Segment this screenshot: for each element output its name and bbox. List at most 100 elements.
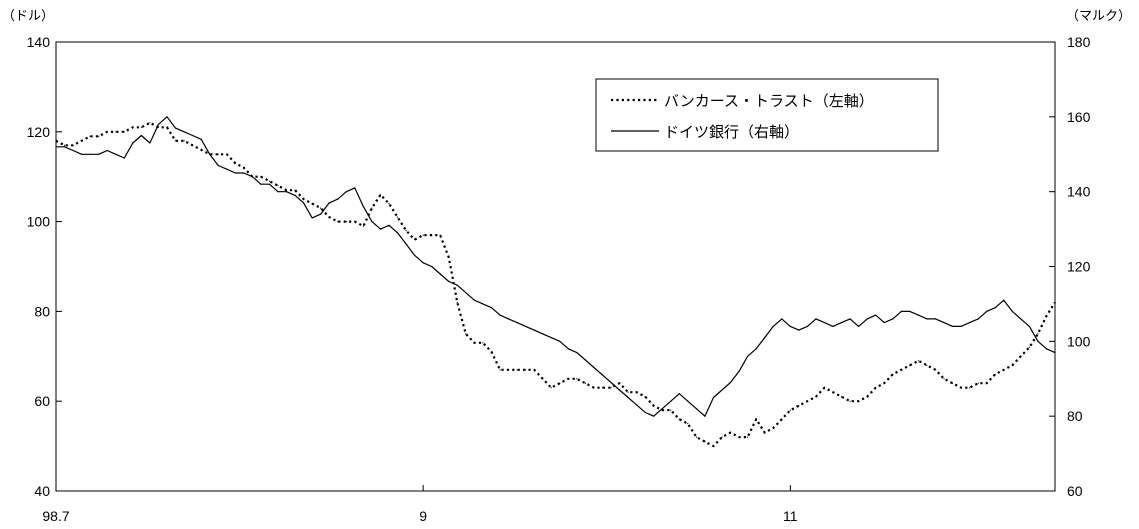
series-1-point — [226, 168, 228, 170]
series-1-point — [550, 337, 552, 339]
series-1-point — [1020, 318, 1022, 320]
series-0-point — [89, 135, 91, 137]
series-1-point — [448, 280, 450, 283]
series-1-point — [115, 153, 117, 155]
series-1-point — [618, 389, 621, 391]
series-1-point — [311, 217, 313, 219]
series-0-point — [132, 126, 134, 128]
series-1-point — [678, 393, 680, 395]
series-1-point — [653, 415, 655, 417]
series-0-point — [268, 180, 271, 182]
series-1-point — [277, 191, 279, 193]
series-1-point — [627, 396, 629, 399]
series-0-point — [149, 122, 151, 124]
series-0-point — [798, 405, 800, 407]
series-1-point — [601, 374, 604, 376]
series-0-point — [140, 126, 142, 128]
series-1-point — [379, 228, 382, 230]
left-tick-label: 120 — [27, 124, 51, 140]
series-1-point — [781, 318, 783, 320]
series-0-point — [396, 216, 399, 218]
series-0-point — [994, 373, 996, 375]
series-0-point — [986, 382, 988, 384]
series-0-point — [764, 432, 766, 434]
series-1-point — [1037, 340, 1039, 342]
series-0-point — [738, 436, 740, 438]
series-0-point — [192, 144, 194, 146]
series-1-point — [328, 202, 330, 204]
series-0-point — [234, 162, 236, 164]
series-1-point — [986, 310, 988, 312]
left-tick-label: 100 — [27, 214, 51, 230]
series-1-point — [960, 325, 962, 327]
series-0-point — [200, 149, 202, 151]
series-0-point — [747, 436, 749, 438]
series-0-point — [320, 207, 322, 209]
series-1-point — [473, 299, 475, 301]
series-0-point — [123, 131, 125, 133]
series-0-point — [174, 140, 177, 142]
series-1-point — [747, 355, 749, 357]
series-0-point — [755, 418, 757, 420]
right-tick-label: 80 — [1067, 408, 1083, 424]
series-line-bankers-trust — [55, 121, 1056, 448]
series-1-point — [593, 366, 595, 369]
left-axis: 40 60 80 100 120 140 — [27, 34, 62, 499]
series-1-point — [559, 340, 561, 342]
series-1-point — [883, 322, 885, 324]
series-1-point — [661, 408, 663, 410]
series-0-point — [584, 382, 587, 384]
series-1-point — [396, 232, 399, 234]
series-0-point — [772, 427, 774, 429]
series-0-point — [473, 342, 475, 344]
series-1-point — [943, 322, 945, 324]
legend-box — [595, 78, 939, 152]
series-0-point — [1020, 355, 1022, 357]
series-0-point — [516, 369, 518, 371]
series-0-point — [337, 221, 339, 223]
series-1-point — [63, 146, 66, 148]
series-1-point — [89, 153, 91, 155]
series-1-point — [909, 310, 911, 312]
series-0-point — [448, 256, 450, 259]
x-tick-label: 98.7 — [42, 508, 69, 524]
series-1-point — [371, 221, 373, 223]
series-1-point — [209, 153, 211, 155]
series-0-point — [1045, 315, 1048, 317]
series-0-point — [926, 364, 928, 366]
series-0-point — [593, 387, 595, 389]
series-1-point — [721, 389, 723, 391]
series-1-point — [815, 318, 817, 320]
series-0-point — [695, 436, 698, 438]
series-1-point — [337, 198, 339, 200]
series-0-point — [243, 167, 245, 169]
series-1-point — [431, 265, 433, 268]
series-1-point — [439, 273, 441, 275]
right-tick-label: 160 — [1067, 109, 1091, 125]
right-tick-label: 180 — [1067, 34, 1091, 50]
series-0-point — [414, 239, 416, 241]
series-0-point — [183, 140, 185, 142]
series-0-point — [917, 360, 920, 362]
series-1-point — [345, 191, 347, 193]
series-1-point — [525, 325, 527, 327]
series-0-point — [849, 400, 851, 402]
series-0-point — [422, 234, 424, 236]
right-tick-label: 140 — [1067, 184, 1091, 200]
series-1-point — [260, 183, 262, 185]
series-0-point — [277, 185, 279, 187]
series-1-point — [1011, 310, 1013, 312]
series-0-point — [507, 369, 510, 371]
series-0-point — [960, 387, 962, 389]
series-0-point — [533, 369, 535, 371]
series-0-point — [618, 382, 621, 384]
left-tick-label: 80 — [34, 303, 50, 319]
series-1-point — [414, 254, 416, 256]
legend-label-deutsche-bank: ドイツ銀行（右軸） — [664, 123, 799, 141]
series-1-point — [1054, 352, 1056, 354]
series-0-point — [678, 418, 680, 420]
series-0-point — [909, 364, 911, 366]
series-1-point — [866, 318, 868, 320]
series-1-point — [192, 134, 194, 137]
